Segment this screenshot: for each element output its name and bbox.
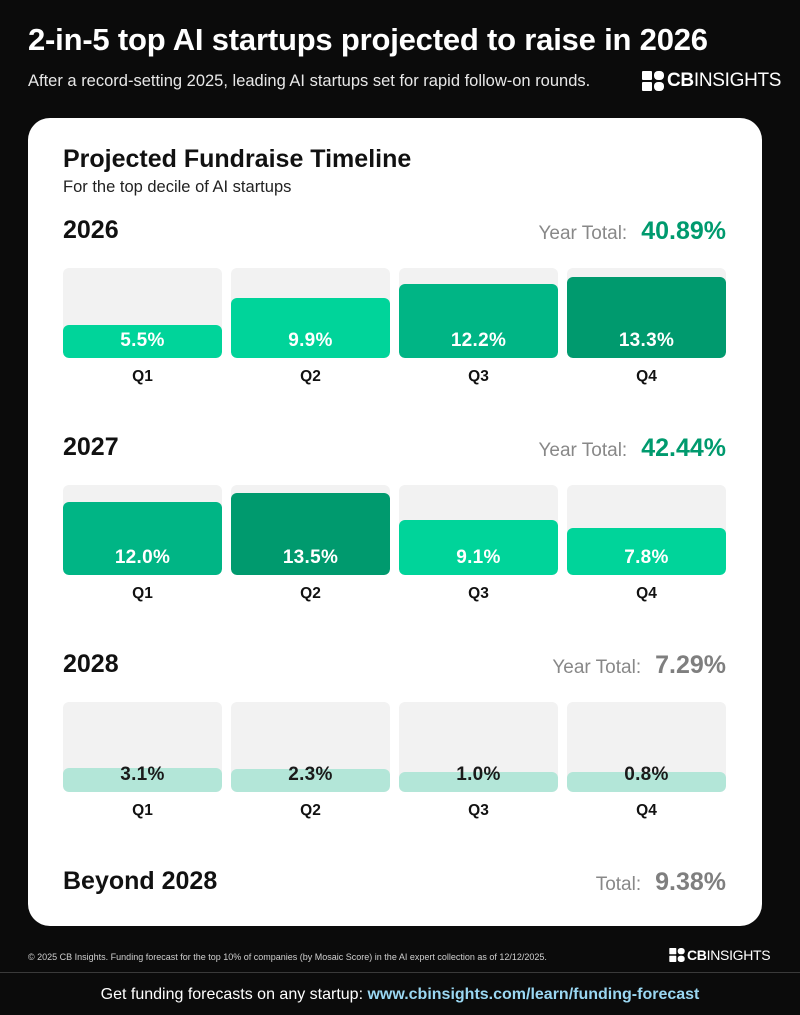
bar-value-label: 5.5% xyxy=(120,330,165,351)
bar-slot: 0.8% xyxy=(567,702,726,792)
quarter-label: Q3 xyxy=(468,585,489,602)
year-total-label: Year Total: xyxy=(552,657,642,678)
bar-slot: 13.3% xyxy=(567,268,726,358)
subhead: After a record-setting 2025, leading AI … xyxy=(28,72,591,90)
brand-logo-footer: CBINSIGHTS xyxy=(669,947,771,963)
bar-slot: 9.9% xyxy=(231,268,390,358)
cta-link[interactable]: www.cbinsights.com/learn/funding-forecas… xyxy=(367,986,700,1003)
quarter-label: Q4 xyxy=(636,585,657,602)
brand-wordmark: CBINSIGHTS xyxy=(667,70,782,91)
year-label-2026: 2026 xyxy=(63,216,119,244)
bar-slot: 9.1% xyxy=(399,485,558,575)
bar-value-label: 13.3% xyxy=(618,330,675,351)
cta-banner: Get funding forecasts on any startup: ww… xyxy=(0,986,800,1004)
beyond-total: Total: 9.38% xyxy=(596,868,726,897)
footer-divider xyxy=(0,972,800,973)
bar-slot: 2.3% xyxy=(231,702,390,792)
bar xyxy=(63,325,222,358)
cta-text: Get funding forecasts on any startup: xyxy=(100,986,368,1003)
bar xyxy=(399,284,558,358)
quarter-label: Q3 xyxy=(468,368,489,385)
bar xyxy=(231,769,390,792)
bar xyxy=(63,768,222,792)
year-total-value: 40.89% xyxy=(641,217,726,245)
quarter-label: Q2 xyxy=(300,802,321,819)
disclaimer: © 2025 CB Insights. Funding forecast for… xyxy=(28,952,547,962)
bar-value-label: 2.3% xyxy=(288,764,333,785)
bar-slot: 13.5% xyxy=(231,485,390,575)
year-label-2027: 2027 xyxy=(63,433,119,461)
year-total-label: Year Total: xyxy=(538,223,628,244)
chart-subtitle: For the top decile of AI startups xyxy=(63,178,292,196)
brand-logo: CBINSIGHTS xyxy=(642,70,781,92)
bar xyxy=(567,772,726,792)
year-total-value: 7.29% xyxy=(655,651,726,679)
bar xyxy=(567,277,726,358)
bar-value-label: 9.1% xyxy=(456,547,501,568)
bar-slot: 3.1% xyxy=(63,702,222,792)
quarter-label: Q1 xyxy=(132,368,153,385)
beyond-label: Beyond 2028 xyxy=(63,867,218,895)
bar-slot: 1.0% xyxy=(399,702,558,792)
bar xyxy=(567,528,726,575)
bar xyxy=(399,520,558,575)
bar-slot: 5.5% xyxy=(63,268,222,358)
quarter-label: Q2 xyxy=(300,368,321,385)
beyond-total-label: Total: xyxy=(595,874,642,895)
brand-wordmark: CBINSIGHTS xyxy=(687,947,771,963)
bar xyxy=(231,298,390,358)
year-total-2028: Year Total: 7.29% xyxy=(552,651,726,680)
quarter-label: Q2 xyxy=(300,585,321,602)
beyond-total-value: 9.38% xyxy=(655,868,726,896)
year-label-2028: 2028 xyxy=(63,650,119,678)
year-total-label: Year Total: xyxy=(538,440,628,461)
bar-value-label: 13.5% xyxy=(282,547,339,568)
bar-value-label: 1.0% xyxy=(456,764,501,785)
bar-value-label: 7.8% xyxy=(624,547,669,568)
bar xyxy=(399,772,558,792)
timeline-card: Projected Fundraise Timeline For the top… xyxy=(28,118,762,926)
bar xyxy=(231,493,390,575)
year-total-2026: Year Total: 40.89% xyxy=(538,217,726,246)
year-total-2027: Year Total: 42.44% xyxy=(538,434,726,463)
bar-value-label: 12.0% xyxy=(114,547,171,568)
quarter-label: Q1 xyxy=(132,802,153,819)
bar-value-label: 3.1% xyxy=(120,764,165,785)
bar-slot: 7.8% xyxy=(567,485,726,575)
quarter-label: Q4 xyxy=(636,802,657,819)
bar xyxy=(63,502,222,575)
bar-value-label: 0.8% xyxy=(624,764,669,785)
bar-slot: 12.2% xyxy=(399,268,558,358)
quarter-label: Q1 xyxy=(132,585,153,602)
headline: 2-in-5 top AI startups projected to rais… xyxy=(28,22,708,57)
bar-value-label: 9.9% xyxy=(288,330,333,351)
year-total-value: 42.44% xyxy=(641,434,726,462)
cb-logo-icon xyxy=(642,71,664,91)
cb-logo-icon xyxy=(669,948,685,962)
bar-slot: 12.0% xyxy=(63,485,222,575)
bar-value-label: 12.2% xyxy=(450,330,507,351)
quarter-label: Q3 xyxy=(468,802,489,819)
chart-title: Projected Fundraise Timeline xyxy=(63,145,412,173)
quarter-label: Q4 xyxy=(636,368,657,385)
